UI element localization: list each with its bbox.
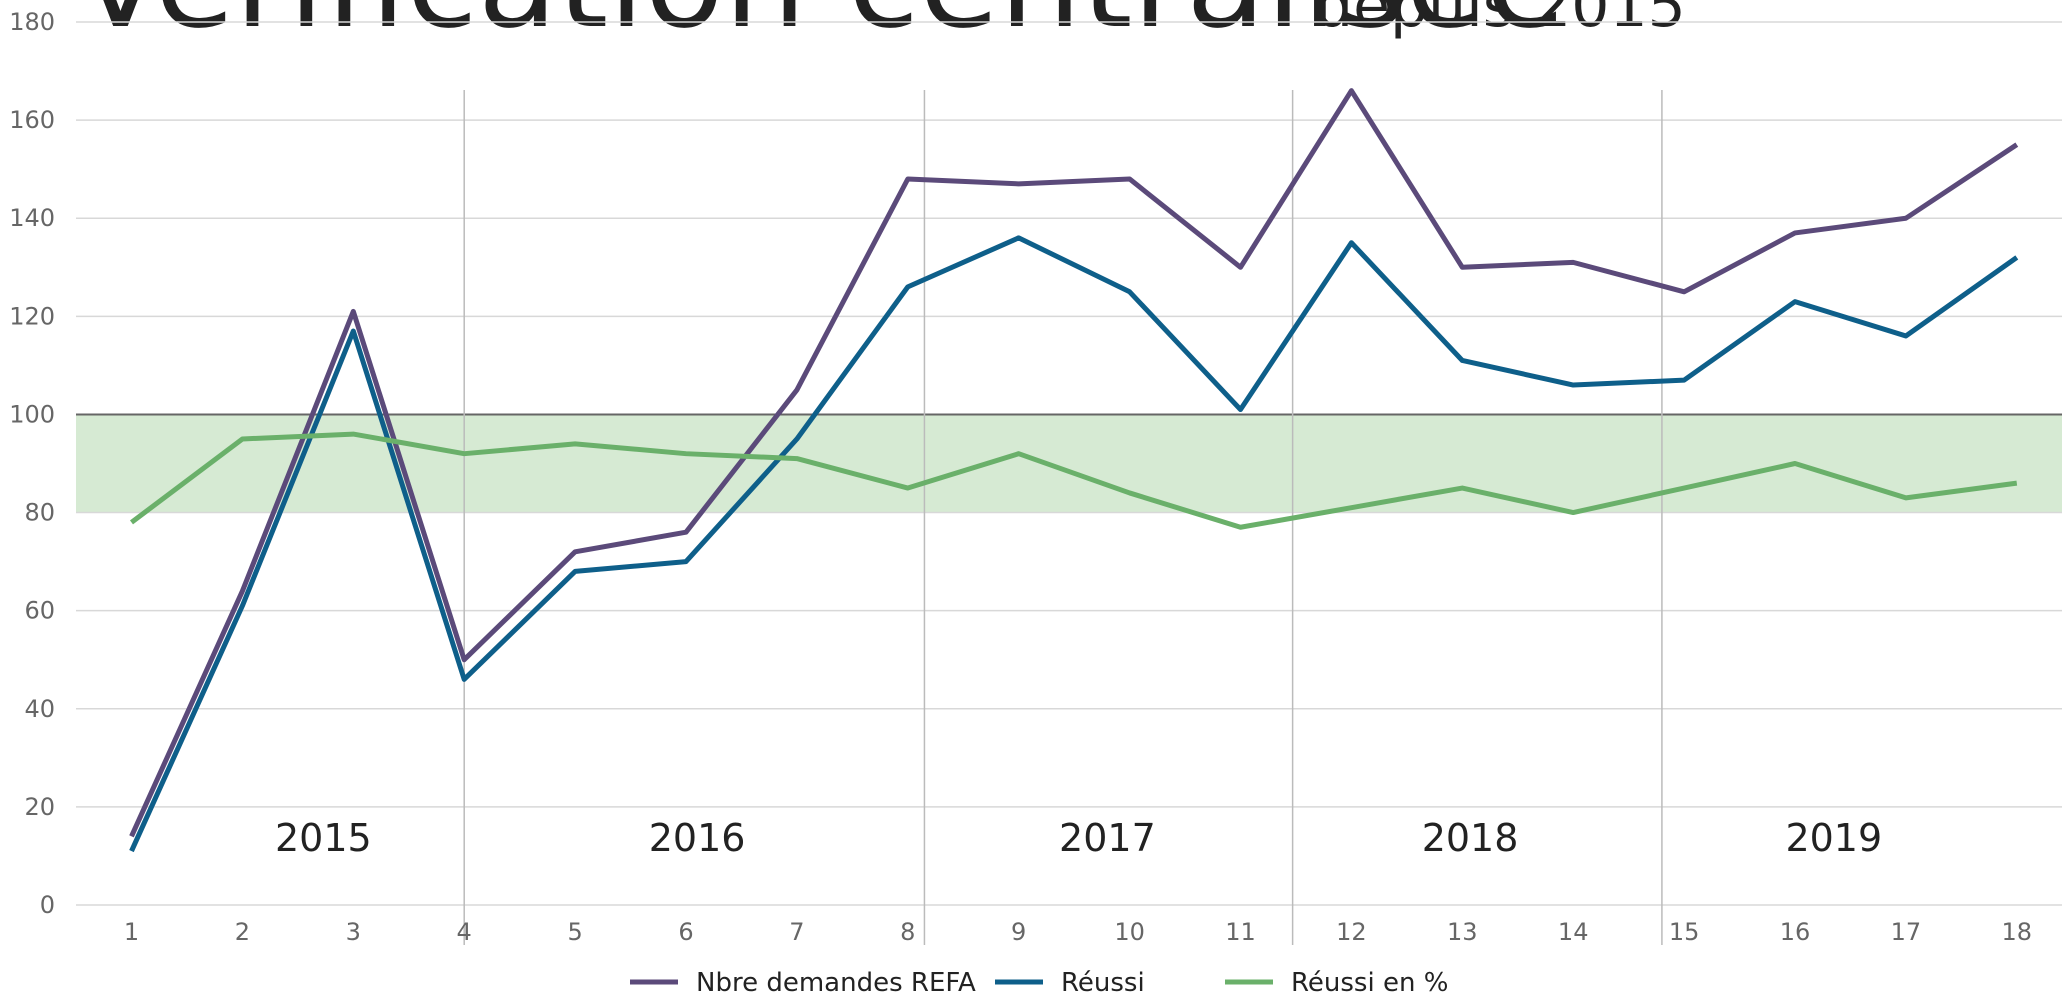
y-tick-label: 40 [24, 695, 55, 723]
x-tick-label: 9 [1011, 918, 1026, 946]
x-tick-label: 15 [1669, 918, 1700, 946]
series-line [129, 88, 2019, 838]
y-tick-label: 0 [40, 891, 55, 919]
legend-label: Nbre demandes REFA [696, 968, 976, 996]
x-tick-label: 10 [1114, 918, 1145, 946]
x-tick-label: 12 [1336, 918, 1367, 946]
legend-label: Réussi [1061, 968, 1145, 996]
chart-title: Vérification centralisée [76, 0, 1566, 57]
year-label: 2017 [1059, 816, 1156, 860]
x-tick-label: 13 [1447, 918, 1478, 946]
year-label: 2019 [1785, 816, 1882, 860]
y-tick-label: 120 [9, 302, 55, 330]
x-tick-label: 8 [900, 918, 915, 946]
x-tick-label: 3 [346, 918, 361, 946]
year-label: 2018 [1422, 816, 1519, 860]
y-tick-label: 160 [9, 106, 55, 134]
y-tick-label: 80 [24, 499, 55, 527]
x-tick-label: 16 [1780, 918, 1811, 946]
x-tick-label: 5 [567, 918, 582, 946]
year-label: 2016 [649, 816, 746, 860]
x-tick-label: 11 [1225, 918, 1256, 946]
x-tick-label: 6 [678, 918, 693, 946]
x-tick-label: 2 [235, 918, 250, 946]
y-tick-label: 140 [9, 204, 55, 232]
legend-label: Réussi en % [1291, 968, 1448, 996]
x-tick-label: 7 [789, 918, 804, 946]
x-tick-label: 4 [457, 918, 472, 946]
x-tick-label: 1 [124, 918, 139, 946]
y-tick-label: 20 [24, 793, 55, 821]
chart-subtitle: depuis 2015 [1315, 0, 1686, 41]
y-tick-label: 100 [9, 400, 55, 428]
x-tick-label: 17 [1891, 918, 1922, 946]
y-tick-label: 180 [9, 8, 55, 36]
x-tick-label: 14 [1558, 918, 1589, 946]
y-tick-label: 60 [24, 597, 55, 625]
highlight-band [76, 414, 2062, 513]
series-line [129, 431, 2018, 530]
x-tick-label: 18 [2002, 918, 2033, 946]
year-label: 2015 [275, 816, 372, 860]
series-line [129, 235, 2019, 853]
